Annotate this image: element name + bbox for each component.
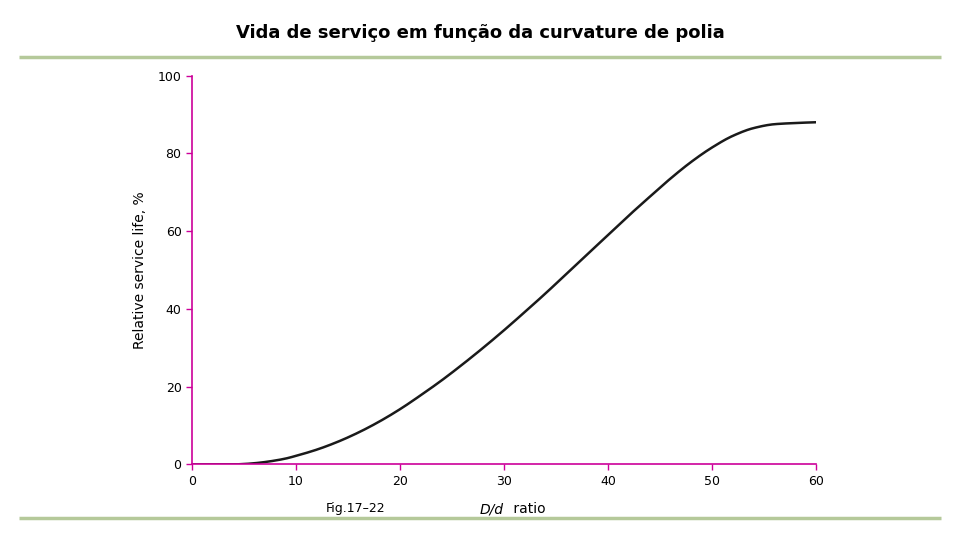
Text: D/d: D/d [480,502,504,516]
Y-axis label: Relative service life, %: Relative service life, % [132,191,147,349]
Text: ratio: ratio [509,502,545,516]
Text: Fig.17–22: Fig.17–22 [325,502,385,515]
Text: Vida de serviço em função da curvature de polia: Vida de serviço em função da curvature d… [235,24,725,42]
